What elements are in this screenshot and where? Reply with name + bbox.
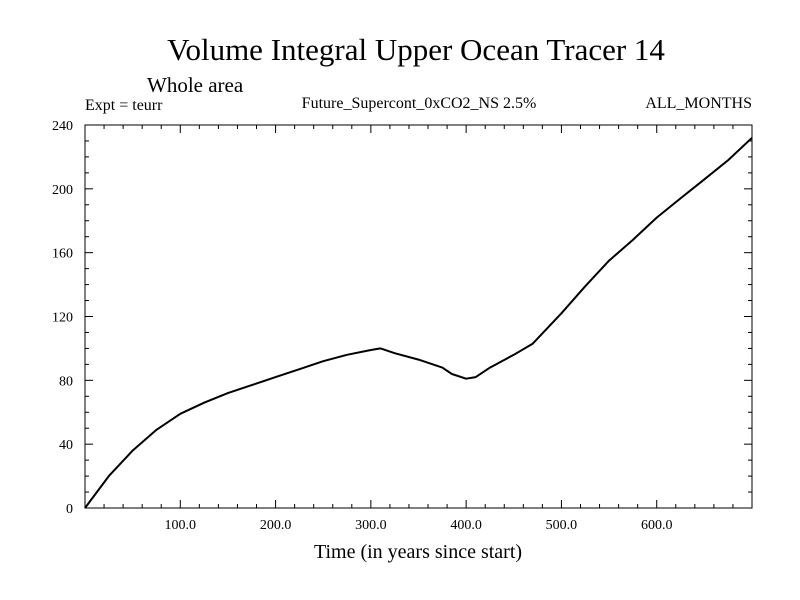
y-tick-label: 40: [59, 438, 73, 453]
x-tick-label: 500.0: [546, 518, 578, 533]
chart-subtitle: Whole area: [147, 73, 244, 97]
x-axis-label: Time (in years since start): [314, 541, 522, 563]
experiment-label: Expt = teurr: [85, 97, 163, 114]
y-tick-label: 160: [52, 247, 73, 262]
chart-title: Volume Integral Upper Ocean Tracer 14: [167, 32, 665, 67]
x-tick-label: 400.0: [450, 518, 482, 533]
y-tick-label: 240: [52, 119, 73, 134]
y-tick-label: 80: [59, 374, 73, 389]
y-tick-label: 0: [66, 502, 73, 517]
months-label: ALL_MONTHS: [645, 95, 752, 112]
x-tick-label: 200.0: [260, 518, 292, 533]
plot-frame: [84, 124, 753, 509]
y-axis: 0 40 80 120 160 200 240: [52, 119, 752, 517]
x-tick-label: 100.0: [165, 518, 197, 533]
y-tick-label: 200: [52, 183, 73, 198]
x-axis: 100.0 200.0 300.0 400.0 500.0 600.0: [103, 125, 734, 533]
y-tick-label: 120: [52, 311, 73, 326]
x-tick-label: 300.0: [355, 518, 387, 533]
series-line: [84, 137, 753, 509]
x-tick-label: 600.0: [641, 518, 673, 533]
run-description-label: Future_Supercont_0xCO2_NS 2.5%: [302, 95, 537, 112]
